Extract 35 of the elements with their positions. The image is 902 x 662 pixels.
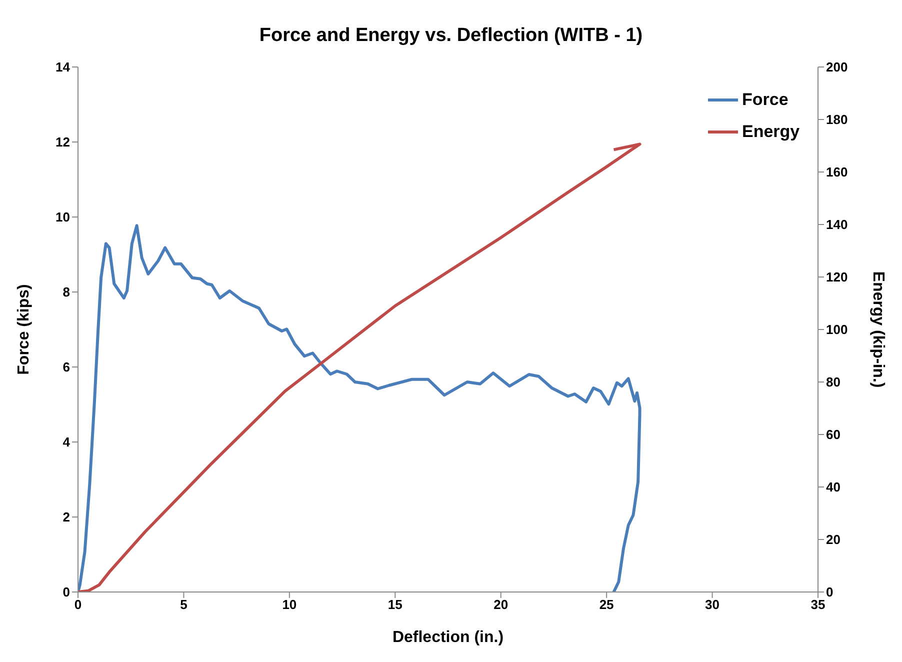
line-series [78, 142, 642, 592]
y2-tick-label: 180 [826, 112, 848, 128]
x-tick-label: 5 [180, 597, 188, 612]
y-tick-label: 10 [56, 210, 70, 225]
x-tick-label: 15 [388, 597, 402, 612]
y2-tick-label: 120 [826, 270, 848, 285]
y-axis-title: Force (kips) [16, 284, 33, 375]
line-series [78, 224, 642, 592]
y2-tick-label: 100 [826, 322, 848, 338]
y2-axis-title: Energy (kip-in.) [869, 271, 886, 388]
x-tick-label: 10 [282, 597, 297, 612]
chart-title: Force and Energy vs. Deflection (WITB - 1) [258, 24, 644, 48]
y2-tick-label: 200 [826, 60, 848, 75]
y-tick-label: 2 [62, 510, 70, 525]
y2-tick-label: 20 [826, 532, 840, 548]
y-tick-label: 8 [62, 284, 70, 300]
x-tick-label: 20 [494, 597, 508, 612]
y2-tick-label: 60 [826, 427, 840, 442]
legend-label: Force [742, 90, 788, 110]
y2-tick-label: 0 [826, 584, 834, 600]
y-tick-label: 0 [62, 584, 70, 600]
legend-label: Energy [742, 122, 800, 142]
y2-tick-label: 140 [826, 217, 848, 232]
x-tick-label: 35 [810, 597, 826, 612]
x-tick-label: 25 [599, 597, 614, 612]
y-tick-label: 12 [56, 134, 70, 150]
x-axis-title: Deflection (in.) [392, 629, 504, 646]
x-tick-label: 0 [74, 597, 82, 612]
x-tick-label: 30 [705, 597, 720, 612]
y2-tick-label: 40 [826, 480, 840, 495]
y2-tick-label: 160 [826, 164, 848, 180]
y-tick-label: 4 [62, 434, 71, 450]
y-tick-label: 14 [56, 60, 71, 75]
y2-tick-label: 80 [826, 374, 840, 390]
y-tick-label: 6 [62, 360, 70, 375]
